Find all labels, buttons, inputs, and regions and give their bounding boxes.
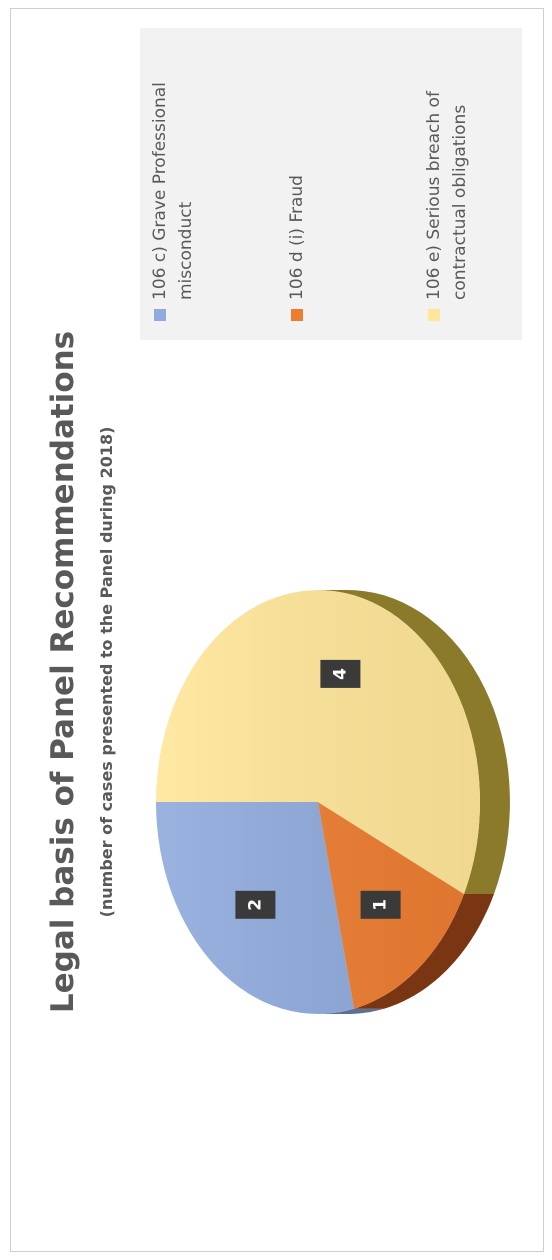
chart-subtitle: (number of cases presented to the Panel … — [97, 427, 116, 918]
legend-label-2-1: contractual obligations — [450, 105, 470, 300]
legend-swatch-1 — [291, 309, 303, 321]
legend-label-1-0: 106 d (i) Fraud — [287, 175, 307, 300]
legend-label-0-0: 106 c) Grave Professional — [150, 82, 170, 300]
data-label-text-2: 4 — [330, 668, 350, 680]
data-label-0: 2 — [235, 890, 276, 919]
data-label-text-0: 2 — [245, 899, 265, 911]
data-label-2: 4 — [320, 659, 361, 688]
legend-entry-2: 106 e) Serious breach of contractual obli… — [424, 90, 470, 321]
data-label-box-1 — [360, 890, 401, 919]
pie-slices — [156, 590, 480, 1015]
legend-entry-1: 106 d (i) Fraud — [287, 175, 307, 321]
legend: 106 c) Grave Professional misconduct 106 d… — [150, 82, 470, 321]
data-label-box-0 — [235, 890, 276, 919]
data-label-1: 1 — [360, 890, 401, 919]
legend-swatch-2 — [428, 309, 440, 321]
legend-box-inner — [140, 28, 522, 340]
legend-label-0-1: misconduct — [176, 201, 196, 300]
legend-swatch-0 — [154, 309, 166, 321]
pie-labels: 2 1 4 — [235, 659, 401, 919]
pie-sides — [315, 590, 510, 1014]
chart-title: Legal basis of Panel Recommendations — [45, 331, 81, 1013]
data-label-box-2 — [320, 659, 361, 688]
pie-top-shading — [156, 590, 480, 1014]
legend-label-2-0: 106 e) Serious breach of — [424, 90, 444, 300]
legend-entry-0: 106 c) Grave Professional misconduct — [150, 82, 196, 321]
pie-side-1 — [354, 894, 494, 1009]
data-label-text-1: 1 — [371, 899, 391, 911]
pie-side-0 — [315, 1008, 384, 1014]
pie-side-2 — [315, 590, 510, 894]
